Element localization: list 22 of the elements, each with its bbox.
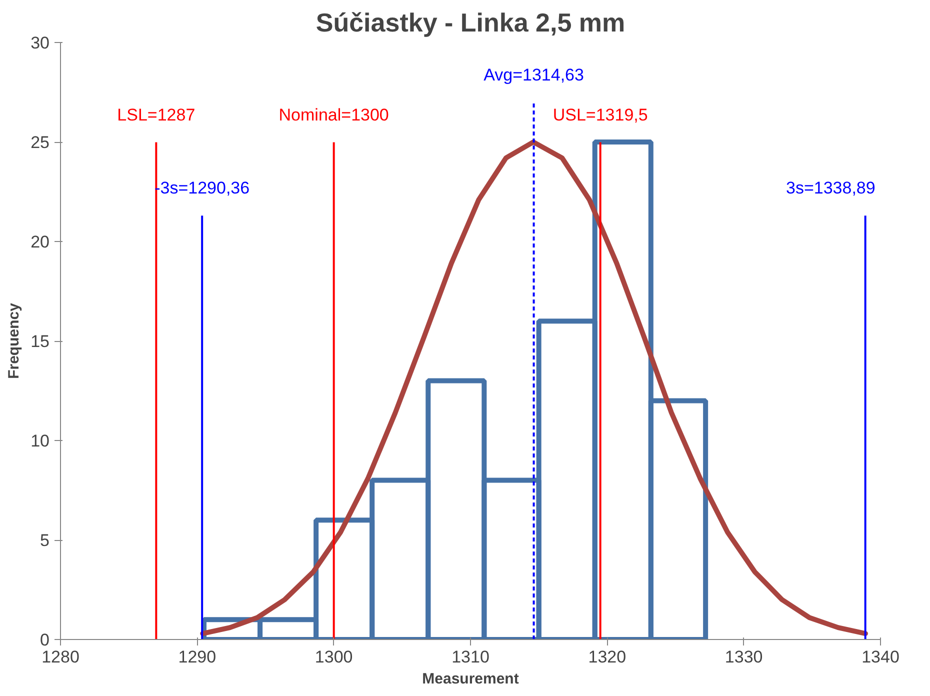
y-tick-label: 20 — [30, 232, 50, 252]
x-tick-label: 1320 — [588, 648, 626, 666]
y-tick-label: 15 — [30, 332, 50, 351]
x-tick-label: 1300 — [314, 648, 353, 666]
y-tick-label: 0 — [40, 630, 50, 650]
x-tick-label: 1280 — [42, 648, 80, 666]
y-tick-label: 5 — [40, 531, 50, 550]
ref-line-label: USL=1319,5 — [552, 105, 648, 124]
x-tick-label: 1340 — [862, 648, 900, 666]
x-tick-label: 1330 — [724, 648, 763, 666]
x-tick-label: 1310 — [452, 648, 490, 666]
x-tick-label: 1290 — [178, 648, 216, 666]
y-axis-title: Frequency — [6, 302, 23, 379]
y-tick-label: 25 — [30, 133, 50, 152]
y-tick-label: 30 — [30, 34, 50, 52]
ref-line-label: Nominal=1300 — [278, 105, 389, 124]
ref-line-label: LSL=1287 — [117, 105, 196, 124]
ref-line-label: Avg=1314,63 — [484, 65, 584, 84]
chart-title: Súčiastky - Linka 2,5 mm — [316, 8, 626, 38]
x-axis-title: Measurement — [422, 670, 519, 688]
ref-line-label: 3s=1338,89 — [786, 178, 876, 198]
y-tick-label: 10 — [30, 432, 50, 450]
